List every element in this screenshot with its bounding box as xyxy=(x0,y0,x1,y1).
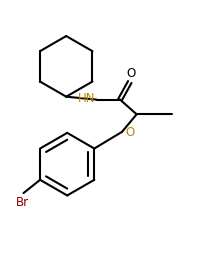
Text: Br: Br xyxy=(16,196,29,209)
Text: O: O xyxy=(127,67,136,80)
Text: O: O xyxy=(125,126,134,139)
Text: HN: HN xyxy=(78,92,96,105)
